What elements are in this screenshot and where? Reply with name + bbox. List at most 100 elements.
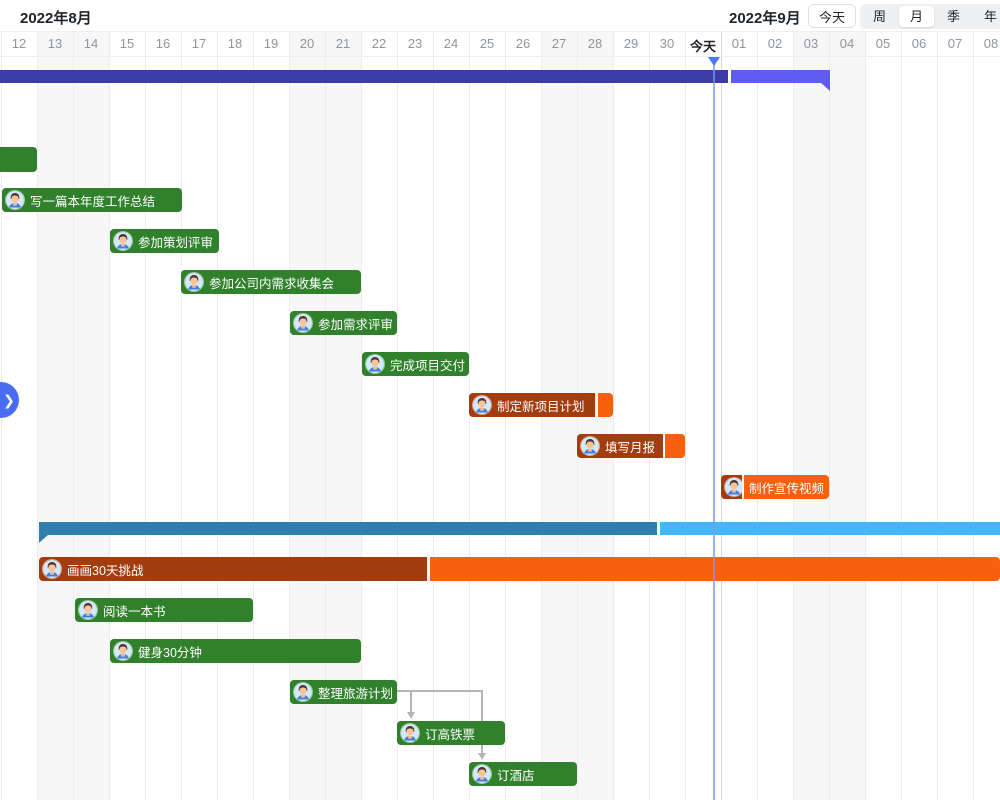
assignee-avatar [294, 683, 312, 701]
task-bar-segment [110, 639, 361, 663]
task-bar-segment [430, 557, 1000, 581]
date-tick: 24 [443, 36, 459, 51]
task-bar-segments [0, 147, 37, 172]
date-tick: 17 [191, 36, 207, 51]
task-bar[interactable]: 订酒店 [469, 762, 577, 786]
assignee-avatar [185, 273, 203, 291]
date-tick: 29 [623, 36, 639, 51]
assignee-avatar [473, 765, 491, 783]
date-tick: 08 [983, 36, 999, 51]
task-bar[interactable]: 参加公司内需求收集会 [181, 270, 361, 294]
date-tick: 13 [47, 36, 63, 51]
date-tick: 12 [11, 36, 27, 51]
date-tick: 28 [587, 36, 603, 51]
date-tick-today: 今天 [689, 39, 716, 54]
day-gridline [937, 32, 938, 800]
day-gridline [73, 32, 74, 800]
task-bar-segment [2, 188, 182, 212]
next-month-label: 2022年9月 [729, 10, 801, 27]
day-gridline [685, 32, 686, 800]
weekend-stripe [289, 32, 325, 800]
view-option-月[interactable]: 月 [899, 6, 935, 27]
date-tick: 14 [83, 36, 99, 51]
task-bar-segment [660, 522, 1000, 535]
task-bar-segment [665, 434, 685, 458]
date-tick-row: 12 13 14 15 16 17 18 19 20 21 22 23 24 25 26 27 28 29 30 今天… [0, 32, 1000, 57]
assignee-avatar [79, 601, 97, 619]
assignee-avatar [43, 560, 61, 578]
task-bar-segment [598, 393, 613, 417]
task-bar[interactable] [0, 147, 37, 172]
current-month-label: 2022年8月 [20, 10, 92, 27]
day-gridline [145, 32, 146, 800]
task-label: 完成项目交付 [390, 358, 466, 373]
task-bar-segment [39, 557, 427, 581]
day-gridline [433, 32, 434, 800]
day-gridline [649, 32, 650, 800]
assignee-avatar [6, 191, 24, 209]
date-tick: 07 [947, 36, 963, 51]
task-label: 参加策划评审 [138, 235, 214, 250]
task-bar[interactable]: 阅读一本书 [75, 598, 253, 622]
task-bar-segment [181, 270, 361, 294]
day-gridline [793, 32, 794, 800]
task-bar[interactable]: 填写月报 [577, 434, 685, 458]
weekend-stripe [37, 32, 73, 800]
view-option-周[interactable]: 周 [873, 9, 887, 24]
task-bar[interactable]: 画画30天挑战 [39, 557, 1000, 581]
assignee-avatar [294, 314, 312, 332]
task-label: 制作宣传视频 [749, 481, 825, 496]
day-gridline [109, 32, 110, 800]
day-gridline [721, 32, 722, 800]
date-tick: 23 [407, 36, 423, 51]
task-bar[interactable]: 制定新项目计划 [469, 393, 613, 417]
assignee-avatar [366, 355, 384, 373]
task-bar[interactable]: 完成项目交付 [362, 352, 469, 376]
dependency-arrow-icon [478, 753, 486, 760]
task-bar-content: 参加策划评审 [110, 229, 213, 253]
date-tick: 27 [551, 36, 567, 51]
task-bar[interactable]: 订高铁票 [397, 721, 505, 745]
task-bar-content: 画画30天挑战 [39, 557, 143, 581]
task-bar[interactable]: 写一篇本年度工作总结 [2, 188, 182, 212]
day-gridline [217, 32, 218, 800]
task-bar[interactable]: 健身30分钟 [110, 639, 361, 663]
summary-bar[interactable] [39, 522, 1000, 543]
day-gridline [613, 32, 614, 800]
task-bar-segments [0, 70, 830, 83]
date-tick: 20 [299, 36, 315, 51]
task-bar[interactable]: 参加策划评审 [110, 229, 219, 253]
today-button[interactable]: 今天 [808, 4, 857, 28]
task-bar-content: 写一篇本年度工作总结 [2, 188, 155, 212]
assignee-avatar [473, 396, 491, 414]
view-option-季[interactable]: 季 [947, 9, 961, 24]
task-label: 画画30天挑战 [67, 563, 144, 578]
task-bar-segments [110, 639, 361, 663]
date-tick: 01 [731, 36, 747, 51]
task-bar[interactable]: 参加需求评审 [290, 311, 397, 335]
day-gridline [37, 32, 38, 800]
assignee-avatar [401, 724, 419, 742]
task-bar-segments [2, 188, 182, 212]
date-tick: 30 [659, 36, 675, 51]
day-gridline [181, 32, 182, 800]
task-bar-content: 参加公司内需求收集会 [181, 270, 334, 294]
view-granularity-switch: 周月季 年 [860, 4, 1000, 29]
task-bar[interactable]: 制作宣传视频 [721, 475, 829, 499]
task-bar[interactable]: 整理旅游计划 [290, 680, 397, 704]
task-label: 制定新项目计划 [497, 399, 585, 414]
task-label: 参加公司内需求收集会 [209, 276, 335, 291]
date-tick: 15 [119, 36, 135, 51]
date-tick: 22 [371, 36, 387, 51]
day-gridline [361, 32, 362, 800]
day-gridline [325, 32, 326, 800]
dependency-line [410, 690, 412, 712]
expand-panel-button[interactable]: ❯ [0, 382, 19, 418]
task-bar-segments [75, 598, 253, 622]
summary-bar[interactable] [0, 70, 830, 91]
day-gridline [973, 32, 974, 800]
view-option-年[interactable]: 年 [984, 9, 998, 24]
task-bar-content: 订酒店 [469, 762, 535, 786]
date-tick: 04 [839, 36, 855, 51]
